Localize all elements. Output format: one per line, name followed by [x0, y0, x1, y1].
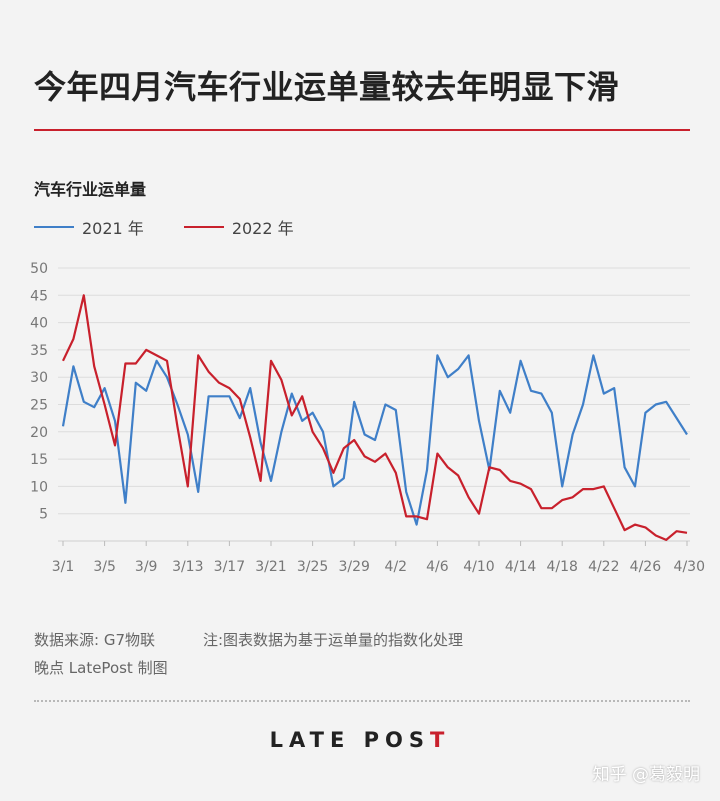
footer-divider	[34, 700, 690, 702]
x-tick-label: 3/25	[297, 559, 328, 575]
source-text: 数据来源: G7物联	[34, 631, 155, 649]
y-tick-label: 20	[30, 425, 48, 441]
x-tick-label: 4/18	[546, 559, 577, 575]
x-tick-label: 3/1	[52, 559, 75, 575]
x-tick-label: 4/6	[426, 559, 449, 575]
chart-legend: 2021 年 2022 年	[34, 215, 334, 239]
legend-swatch-2022	[183, 226, 224, 228]
legend-item-2022[interactable]: 2022 年	[183, 215, 294, 239]
x-tick-label: 4/30	[674, 559, 705, 575]
title-divider	[34, 129, 690, 131]
chart-grid	[58, 267, 690, 542]
x-tick-label: 3/9	[135, 559, 158, 575]
y-tick-label: 30	[30, 370, 48, 386]
x-tick-label: 4/10	[463, 559, 494, 575]
y-tick-label: 50	[30, 261, 48, 277]
x-tick-label: 4/22	[588, 559, 619, 575]
note-text: 注:图表数据为基于运单量的指数化处理	[203, 631, 464, 649]
y-tick-label: 5	[39, 507, 48, 523]
legend-item-2021[interactable]: 2021 年	[34, 215, 144, 239]
legend-label-2022: 2022 年	[231, 219, 294, 238]
x-tick-labels: 3/1 3/5 3/9 3/13 3/17 3/21 3/25 3/29 4/2 4/6 4/10 4…	[52, 541, 705, 575]
page-title: 今年四月汽车行业运单量较去年明显下滑	[34, 68, 620, 106]
x-tick-label: 4/2	[385, 559, 408, 575]
y-tick-label: 15	[30, 452, 48, 468]
y-tick-label: 25	[30, 398, 48, 414]
series-line-2021	[61, 354, 688, 526]
x-tick-label: 3/13	[172, 559, 203, 575]
chart-series	[61, 294, 688, 541]
y-tick-labels: 5 10 15 20 25 30 35 40 45 50	[30, 261, 48, 523]
x-tick-label: 3/21	[255, 559, 286, 575]
x-tick-label: 3/17	[214, 559, 245, 575]
logo-text: LATE POST	[269, 728, 451, 752]
x-tick-label: 4/14	[505, 559, 537, 575]
zhihu-watermark: 知乎 @葛毅明	[592, 765, 700, 785]
y-axis-label: 汽车行业运单量	[34, 180, 147, 199]
y-tick-label: 10	[30, 479, 48, 495]
line-chart: 5 10 15 20 25 30 35 40 45 50 3/1 3/5 3/9 3/13 3/17 3/2…	[30, 261, 705, 575]
y-tick-label: 40	[30, 316, 48, 332]
legend-swatch-2021	[34, 226, 74, 228]
credit-text: 晚点 LatePost 制图	[34, 659, 168, 677]
series-line-2022	[62, 294, 688, 541]
latepost-logo: LATE POST	[0, 728, 720, 752]
y-tick-label: 45	[30, 288, 48, 304]
x-tick-label: 3/5	[93, 559, 116, 575]
x-tick-label: 4/26	[630, 559, 662, 575]
y-tick-label: 35	[30, 343, 48, 359]
footnote-line-1: 数据来源: G7物联 注:图表数据为基于运单量的指数化处理	[34, 629, 463, 650]
x-tick-label: 3/29	[338, 559, 369, 575]
legend-label-2021: 2021 年	[82, 219, 144, 238]
